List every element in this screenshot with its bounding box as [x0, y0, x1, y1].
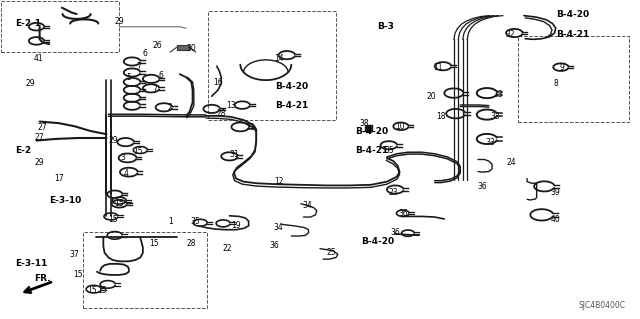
Text: 29: 29 [115, 18, 124, 26]
Text: 11: 11 [433, 63, 443, 72]
Text: 6: 6 [142, 49, 147, 58]
Text: 37: 37 [70, 250, 79, 259]
Text: 29: 29 [25, 79, 35, 88]
Text: 19: 19 [231, 221, 241, 230]
Text: SJC4B0400C: SJC4B0400C [579, 301, 626, 310]
Text: 26: 26 [153, 41, 163, 50]
Text: B-4-20: B-4-20 [556, 10, 589, 19]
Text: 35: 35 [384, 145, 394, 154]
Text: 15: 15 [97, 286, 107, 295]
Text: 41: 41 [33, 54, 43, 63]
Text: 31: 31 [229, 150, 239, 159]
Text: 15: 15 [150, 239, 159, 248]
Text: 38: 38 [360, 119, 369, 128]
Text: 33: 33 [486, 137, 495, 147]
Text: 14: 14 [274, 54, 284, 63]
Text: 2: 2 [168, 103, 173, 112]
Bar [209, 11, 336, 120]
Text: 17: 17 [54, 174, 63, 183]
Text: 5: 5 [126, 73, 131, 82]
Text: B-4-20: B-4-20 [275, 82, 308, 91]
Text: 39: 39 [551, 188, 561, 197]
Text: 8: 8 [554, 79, 558, 88]
Text: 9: 9 [560, 63, 564, 72]
Text: B-4-21: B-4-21 [275, 101, 308, 110]
Text: 32: 32 [505, 30, 515, 39]
Text: B-4-21: B-4-21 [556, 30, 589, 39]
Text: B-4-20: B-4-20 [362, 237, 394, 246]
Text: 27: 27 [35, 133, 44, 142]
Text: 7: 7 [136, 62, 141, 71]
Text: FR.: FR. [35, 274, 51, 283]
Text: 10: 10 [395, 122, 404, 131]
Text: 27: 27 [38, 123, 47, 132]
Text: 22: 22 [223, 243, 232, 253]
Text: 30: 30 [186, 44, 196, 53]
Text: E-2: E-2 [15, 145, 31, 154]
Text: 25: 25 [326, 248, 336, 257]
Text: 29: 29 [108, 136, 118, 145]
Text: 40: 40 [551, 215, 561, 224]
Text: 15: 15 [87, 286, 97, 295]
Text: 28: 28 [216, 109, 226, 118]
Text: 21: 21 [245, 123, 255, 132]
Text: 35: 35 [191, 217, 200, 226]
Text: B-4-20: B-4-20 [355, 127, 388, 136]
Text: 34: 34 [302, 201, 312, 210]
Text: 36: 36 [269, 241, 279, 250]
Text: 4: 4 [124, 169, 128, 178]
Text: 3: 3 [120, 153, 125, 162]
Text: 7: 7 [152, 85, 157, 94]
Text: B-4-21: B-4-21 [355, 145, 388, 154]
Text: 29: 29 [35, 158, 44, 167]
Text: 15: 15 [134, 147, 143, 156]
Text: 36: 36 [477, 182, 488, 191]
Bar [365, 125, 372, 131]
Text: B-3: B-3 [378, 22, 394, 31]
Text: E-3-11: E-3-11 [15, 259, 48, 268]
Text: 36: 36 [398, 209, 408, 218]
Text: 20: 20 [427, 92, 436, 101]
FancyBboxPatch shape [177, 45, 189, 50]
Text: 18: 18 [436, 112, 446, 121]
Bar [518, 36, 629, 122]
Text: 12: 12 [274, 177, 284, 186]
Text: 33: 33 [493, 90, 503, 99]
Text: 36: 36 [390, 228, 400, 237]
Text: 24: 24 [506, 158, 516, 167]
Text: 33: 33 [490, 112, 500, 121]
Text: 16: 16 [213, 78, 223, 86]
Text: E-3-10: E-3-10 [49, 196, 81, 205]
Text: 6: 6 [158, 71, 163, 80]
Bar [1, 1, 119, 52]
Text: 23: 23 [388, 188, 398, 197]
Text: 1: 1 [168, 217, 173, 226]
Text: 28: 28 [186, 239, 196, 248]
Text: E-2-1: E-2-1 [15, 19, 42, 28]
Bar [83, 232, 207, 308]
Text: 15: 15 [115, 199, 124, 208]
Text: 34: 34 [274, 223, 284, 232]
Text: 15: 15 [73, 271, 83, 279]
Text: 13: 13 [226, 101, 236, 110]
Text: 15: 15 [108, 215, 118, 224]
